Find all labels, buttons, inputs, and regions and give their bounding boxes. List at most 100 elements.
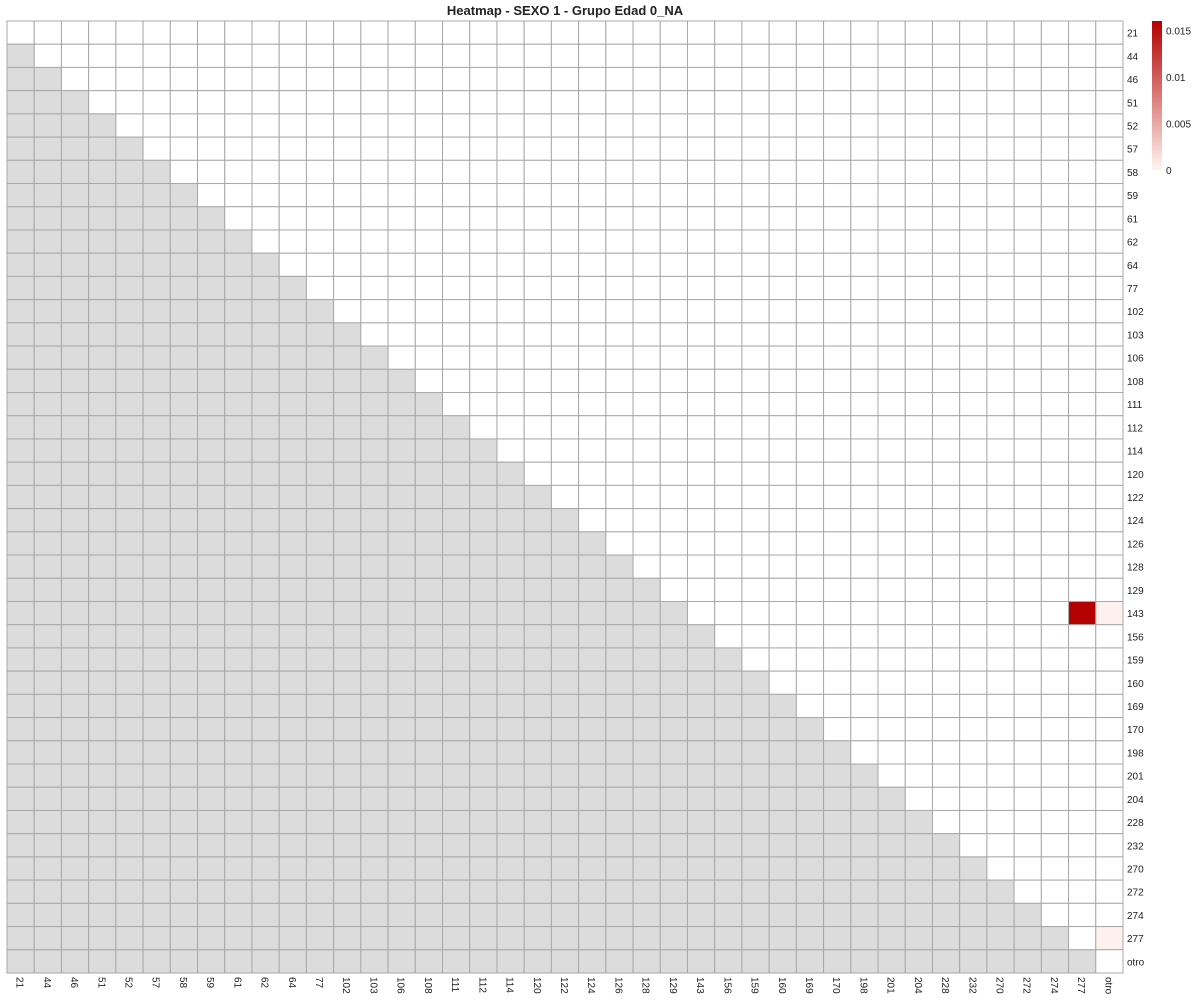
heatmap-cell-102-228 [931, 299, 961, 324]
heatmap-cell-170-201 [877, 717, 906, 742]
heatmap-cell-201-64 [278, 763, 307, 788]
heatmap-cell-52-57 [142, 113, 171, 138]
heatmap-cell-61-129 [659, 206, 688, 231]
heatmap-cell-44-204 [904, 43, 933, 68]
heatmap-cell-170-120 [523, 717, 552, 742]
heatmap-cell-44-102 [333, 43, 362, 68]
heatmap-cell-232-62 [251, 833, 280, 858]
heatmap-cell-126-64 [278, 531, 307, 556]
heatmap-cell-129-143 [686, 577, 716, 602]
heatmap-cell-21-44 [33, 20, 62, 45]
heatmap-cell-198-59 [197, 740, 226, 765]
heatmap-cell-106-106 [387, 345, 416, 370]
heatmap-cell-46-169 [795, 66, 825, 92]
heatmap-cell-108-126 [605, 368, 634, 394]
heatmap-cell-otro-46 [60, 949, 90, 974]
heatmap-cell-58-21 [6, 159, 35, 185]
heatmap-cell-102-129 [659, 299, 688, 324]
heatmap-cell-228-64 [278, 809, 307, 835]
heatmap-cell-270-108 [414, 856, 444, 881]
heatmap-cell-201-274 [1040, 763, 1070, 788]
heatmap-cell-46-103 [360, 66, 389, 92]
heatmap-cell-201-156 [714, 763, 743, 788]
heatmap-cell-21-198 [850, 20, 879, 45]
heatmap-cell-126-59 [197, 531, 226, 556]
heatmap-cell-170-169 [795, 717, 825, 742]
heatmap-cell-112-274 [1040, 415, 1070, 440]
heatmap-cell-51-159 [741, 90, 770, 115]
heatmap-cell-51-58 [169, 90, 199, 115]
heatmap-cell-otro-52 [115, 949, 144, 974]
heatmap-cell-102-122 [550, 299, 580, 324]
heatmap-cell-51-126 [605, 90, 634, 115]
heatmap-cell-126-126 [605, 531, 634, 556]
heatmap-cell-124-160 [768, 508, 797, 533]
row-label-108: 108 [1127, 377, 1144, 388]
heatmap-cell-156-122 [550, 624, 580, 649]
heatmap-cell-128-64 [278, 554, 307, 579]
heatmap-cell-156-otro [1095, 624, 1124, 649]
heatmap-cell-204-128 [632, 786, 661, 811]
heatmap-cell-204-274 [1040, 786, 1070, 811]
row-label-169: 169 [1127, 702, 1144, 713]
heatmap-cell-124-102 [333, 508, 362, 533]
heatmap-cell-122-59 [197, 484, 226, 510]
heatmap-cell-169-otro [1095, 693, 1124, 719]
column-label-228: 228 [939, 977, 950, 994]
heatmap-cell-274-228 [931, 902, 961, 928]
heatmap-cell-64-114 [496, 252, 525, 277]
heatmap-cell-46-21 [6, 66, 35, 92]
heatmap-cell-143-232 [959, 600, 988, 626]
column-label-270: 270 [994, 977, 1005, 994]
heatmap-cell-170-58 [169, 717, 199, 742]
heatmap-cell-124-228 [931, 508, 961, 533]
heatmap-cell-64-111 [442, 252, 471, 277]
heatmap-cell-129-102 [333, 577, 362, 602]
heatmap-cell-52-129 [659, 113, 688, 138]
heatmap-cell-58-59 [197, 159, 226, 185]
heatmap-cell-201-272 [1013, 763, 1042, 788]
heatmap-cell-156-111 [442, 624, 471, 649]
heatmap-cell-103-59 [197, 322, 226, 347]
heatmap-cell-64-274 [1040, 252, 1070, 277]
heatmap-cell-124-156 [714, 508, 743, 533]
heatmap-cell-61-156 [714, 206, 743, 231]
heatmap-cell-44-272 [1013, 43, 1042, 68]
heatmap-cell-103-129 [659, 322, 688, 347]
heatmap-cell-160-274 [1040, 670, 1070, 695]
heatmap-cell-51-102 [333, 90, 362, 115]
heatmap-cell-111-204 [904, 392, 933, 417]
heatmap-cell-52-128 [632, 113, 661, 138]
heatmap-cell-156-51 [88, 624, 117, 649]
heatmap-cell-170-272 [1013, 717, 1042, 742]
row-label-198: 198 [1127, 748, 1144, 759]
heatmap-cell-106-64 [278, 345, 307, 370]
heatmap-cell-169-277 [1068, 693, 1097, 719]
heatmap-cell-159-112 [469, 647, 498, 672]
heatmap-cell-57-59 [197, 136, 226, 161]
heatmap-cell-170-159 [741, 717, 770, 742]
heatmap-cell-170-21 [6, 717, 35, 742]
heatmap-cell-61-270 [986, 206, 1015, 231]
heatmap-cell-106-277 [1068, 345, 1097, 370]
heatmap-cell-112-270 [986, 415, 1015, 440]
heatmap-cell-198-122 [550, 740, 580, 765]
heatmap-cell-198-198 [850, 740, 879, 765]
heatmap-cell-124-204 [904, 508, 933, 533]
heatmap-cell-160-57 [142, 670, 171, 695]
heatmap-cell-21-124 [578, 20, 607, 45]
heatmap-cell-129-108 [414, 577, 444, 602]
heatmap-cell-143-128 [632, 600, 661, 626]
heatmap-cell-124-111 [442, 508, 471, 533]
heatmap-cell-272-58 [169, 879, 199, 904]
heatmap-cell-61-160 [768, 206, 797, 231]
heatmap-cell-128-272 [1013, 554, 1042, 579]
heatmap-cell-64-272 [1013, 252, 1042, 277]
heatmap-cell-169-159 [741, 693, 770, 719]
heatmap-cell-21-201 [877, 20, 906, 45]
heatmap-cell-170-44 [33, 717, 62, 742]
heatmap-cell-64-277 [1068, 252, 1097, 277]
row-label-129: 129 [1127, 586, 1144, 597]
heatmap-cell-204-103 [360, 786, 389, 811]
